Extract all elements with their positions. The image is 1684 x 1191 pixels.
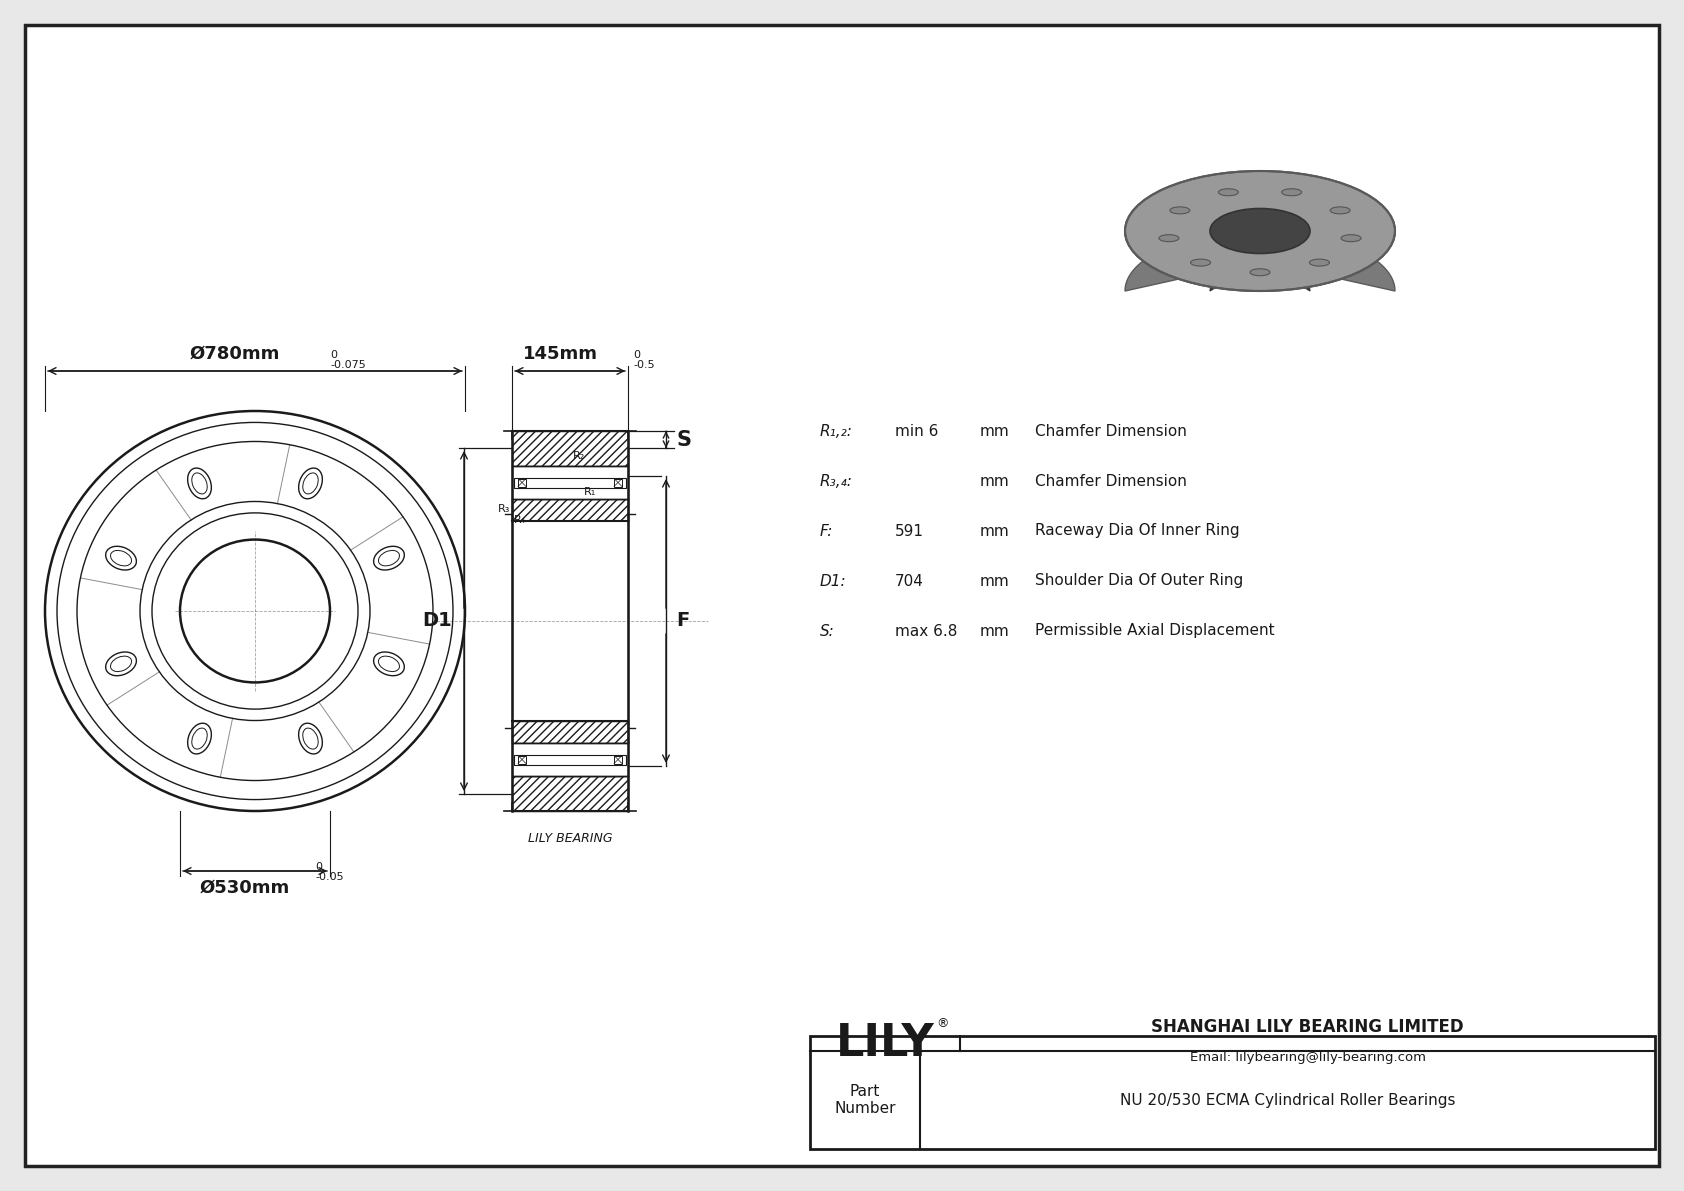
Text: R₃: R₃ <box>498 504 510 515</box>
Polygon shape <box>512 431 628 466</box>
Polygon shape <box>512 777 628 811</box>
Text: 145mm: 145mm <box>522 345 598 363</box>
Bar <box>519 755 525 763</box>
Ellipse shape <box>1125 172 1394 291</box>
Text: -0.5: -0.5 <box>633 360 655 370</box>
Bar <box>810 1036 1655 1149</box>
Text: LILY: LILY <box>835 1022 935 1065</box>
Text: Shoulder Dia Of Outer Ring: Shoulder Dia Of Outer Ring <box>1036 574 1243 588</box>
Text: mm: mm <box>980 574 1010 588</box>
Text: R₁,₂:: R₁,₂: <box>820 424 852 438</box>
Text: Ø780mm: Ø780mm <box>190 345 280 363</box>
Ellipse shape <box>1250 269 1270 276</box>
Polygon shape <box>514 478 626 487</box>
Text: D1: D1 <box>423 611 451 630</box>
Text: Raceway Dia Of Inner Ring: Raceway Dia Of Inner Ring <box>1036 524 1239 538</box>
Polygon shape <box>512 466 628 499</box>
Ellipse shape <box>1310 260 1329 266</box>
Bar <box>519 479 525 486</box>
Bar <box>615 755 621 763</box>
Bar <box>615 479 621 486</box>
Text: Ø530mm: Ø530mm <box>200 879 290 897</box>
Text: R₁: R₁ <box>584 487 596 497</box>
Polygon shape <box>512 721 628 743</box>
Text: R₂: R₂ <box>573 451 586 461</box>
Text: LILY BEARING: LILY BEARING <box>527 833 613 846</box>
Polygon shape <box>1125 231 1394 291</box>
Text: mm: mm <box>980 424 1010 438</box>
Text: F:: F: <box>820 524 834 538</box>
Ellipse shape <box>1191 260 1211 266</box>
Text: mm: mm <box>980 474 1010 488</box>
Text: -0.05: -0.05 <box>315 872 344 883</box>
Text: mm: mm <box>980 524 1010 538</box>
Polygon shape <box>512 520 628 721</box>
Text: Part
Number: Part Number <box>834 1084 896 1116</box>
Text: ®: ® <box>936 1017 950 1030</box>
Text: F: F <box>675 611 689 630</box>
Ellipse shape <box>1170 207 1191 214</box>
Text: 0: 0 <box>315 862 322 872</box>
Polygon shape <box>1211 231 1310 291</box>
Ellipse shape <box>1340 235 1361 242</box>
Polygon shape <box>514 755 626 765</box>
Text: Chamfer Dimension: Chamfer Dimension <box>1036 424 1187 438</box>
Ellipse shape <box>1330 207 1351 214</box>
Text: min 6: min 6 <box>894 424 938 438</box>
Text: R₄: R₄ <box>514 515 525 525</box>
Text: 591: 591 <box>894 524 925 538</box>
Polygon shape <box>512 743 628 777</box>
Text: Email: lilybearing@lily-bearing.com: Email: lilybearing@lily-bearing.com <box>1189 1050 1425 1064</box>
Text: -0.075: -0.075 <box>330 360 365 370</box>
Text: NU 20/530 ECMA Cylindrical Roller Bearings: NU 20/530 ECMA Cylindrical Roller Bearin… <box>1120 1092 1455 1108</box>
Text: SHANGHAI LILY BEARING LIMITED: SHANGHAI LILY BEARING LIMITED <box>1152 1018 1463 1036</box>
Text: mm: mm <box>980 624 1010 638</box>
Text: S:: S: <box>820 624 835 638</box>
Ellipse shape <box>1159 235 1179 242</box>
Text: S: S <box>675 430 690 449</box>
Text: max 6.8: max 6.8 <box>894 624 958 638</box>
Text: 0: 0 <box>330 350 337 360</box>
Polygon shape <box>512 499 628 520</box>
Text: Chamfer Dimension: Chamfer Dimension <box>1036 474 1187 488</box>
Text: R₃,₄:: R₃,₄: <box>820 474 852 488</box>
Text: Permissible Axial Displacement: Permissible Axial Displacement <box>1036 624 1275 638</box>
Text: 704: 704 <box>894 574 925 588</box>
Text: 0: 0 <box>633 350 640 360</box>
Ellipse shape <box>1282 188 1302 195</box>
Text: D1:: D1: <box>820 574 847 588</box>
Ellipse shape <box>1218 188 1238 195</box>
Ellipse shape <box>1211 208 1310 254</box>
